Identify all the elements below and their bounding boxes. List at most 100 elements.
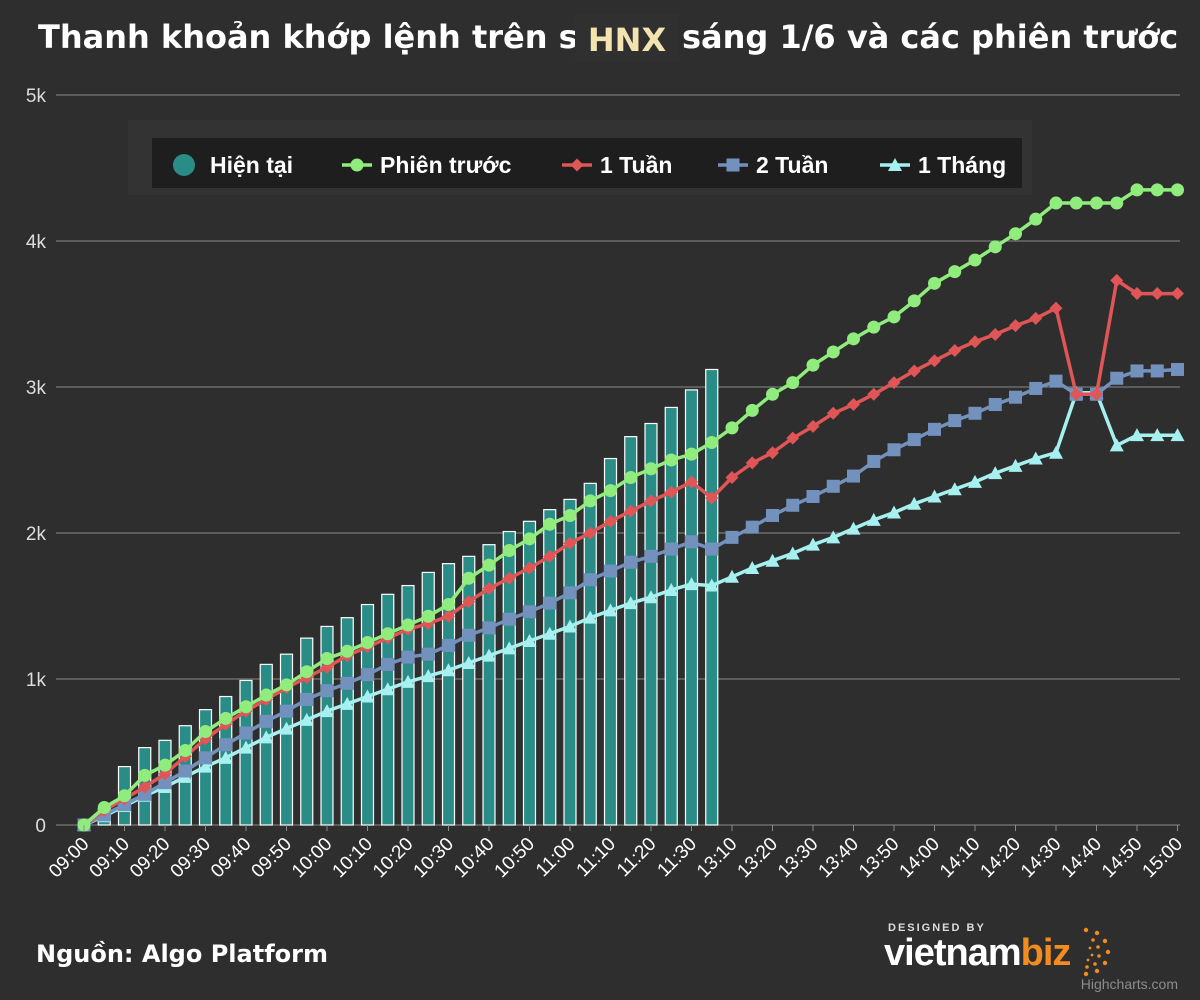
data-point bbox=[583, 573, 597, 587]
data-point bbox=[1090, 196, 1103, 210]
legend-item: 1 Tuần bbox=[562, 152, 672, 178]
data-point bbox=[502, 641, 517, 655]
x-tick-label: 11:30 bbox=[654, 834, 701, 881]
data-point bbox=[704, 578, 719, 592]
x-tick-label: 13:40 bbox=[815, 834, 863, 882]
data-point bbox=[239, 740, 253, 754]
data-point bbox=[1171, 362, 1184, 376]
legend-marker bbox=[570, 158, 584, 172]
data-point bbox=[380, 682, 395, 696]
data-point bbox=[765, 553, 780, 567]
data-point bbox=[523, 532, 536, 546]
data-point bbox=[664, 582, 679, 596]
data-point bbox=[219, 711, 233, 725]
data-point bbox=[563, 536, 577, 550]
data-point bbox=[948, 265, 962, 279]
data-point bbox=[685, 475, 698, 489]
data-point bbox=[725, 421, 739, 435]
data-point bbox=[1130, 364, 1144, 378]
data-point bbox=[442, 598, 455, 612]
bar-hien-tai bbox=[300, 637, 314, 826]
data-point bbox=[664, 453, 678, 467]
data-point bbox=[482, 621, 496, 635]
data-point bbox=[219, 738, 233, 752]
data-point bbox=[947, 482, 962, 496]
line-series-triangle bbox=[77, 385, 1185, 831]
data-point bbox=[867, 387, 881, 401]
data-point bbox=[948, 414, 962, 428]
x-tick-label: 10:40 bbox=[450, 834, 498, 882]
data-point bbox=[259, 714, 273, 728]
data-point bbox=[461, 655, 476, 669]
data-point bbox=[563, 508, 577, 522]
data-point bbox=[421, 647, 435, 661]
x-tick-label: 11:10 bbox=[573, 834, 620, 881]
data-point bbox=[280, 678, 293, 692]
data-point bbox=[745, 403, 759, 417]
data-point bbox=[523, 561, 536, 575]
data-point bbox=[138, 768, 152, 782]
data-point bbox=[907, 496, 922, 510]
bar-hien-tai bbox=[462, 555, 476, 826]
data-point bbox=[705, 435, 719, 449]
data-point bbox=[360, 689, 375, 703]
y-tick-label: 0 bbox=[35, 816, 46, 837]
data-point bbox=[725, 569, 739, 583]
data-point bbox=[1150, 287, 1164, 301]
data-point bbox=[138, 787, 152, 801]
data-point bbox=[766, 387, 779, 401]
data-point bbox=[1049, 374, 1063, 388]
data-point bbox=[806, 537, 820, 551]
legend-item: 2 Tuần bbox=[718, 152, 828, 178]
data-point bbox=[968, 474, 982, 488]
chart-title: Thanh khoản khớp lệnh trên sàn HNX sáng … bbox=[0, 14, 1200, 74]
source-note: Nguồn: Algo Platform bbox=[36, 940, 328, 968]
x-tick-label: 13:30 bbox=[774, 834, 822, 882]
data-point bbox=[948, 344, 962, 357]
data-point bbox=[340, 676, 354, 690]
data-point bbox=[644, 462, 658, 476]
data-point bbox=[401, 650, 415, 664]
data-point bbox=[320, 652, 334, 666]
data-point bbox=[178, 744, 192, 758]
data-point bbox=[583, 494, 597, 508]
title-text-before: Thanh khoản khớp lệnh trên sàn bbox=[38, 18, 623, 56]
title-exchange-highlight: HNX bbox=[575, 14, 679, 62]
data-point bbox=[280, 704, 293, 718]
data-point bbox=[907, 294, 921, 308]
data-point bbox=[1049, 301, 1063, 315]
data-point bbox=[502, 571, 516, 585]
x-tick-label: 14:40 bbox=[1058, 834, 1106, 882]
data-point bbox=[259, 730, 274, 744]
data-point bbox=[907, 364, 921, 378]
y-tick-label: 4k bbox=[26, 232, 47, 253]
line-series-circle bbox=[77, 183, 1184, 832]
data-point bbox=[664, 542, 678, 556]
legend-label: 1 Tháng bbox=[918, 152, 1006, 178]
data-point bbox=[887, 376, 901, 390]
x-tick-label: 10:30 bbox=[410, 834, 458, 882]
data-point bbox=[1008, 458, 1023, 472]
data-point bbox=[786, 431, 800, 445]
data-point bbox=[158, 758, 172, 772]
data-point bbox=[158, 776, 172, 790]
logo-designed-by: DESIGNED BY bbox=[888, 922, 986, 934]
x-tick-label: 10:10 bbox=[329, 834, 377, 882]
data-point bbox=[1171, 183, 1184, 197]
data-point bbox=[482, 558, 496, 572]
data-point bbox=[1171, 287, 1184, 301]
bar-hien-tai bbox=[624, 436, 638, 826]
x-tick-label: 15:00 bbox=[1139, 834, 1187, 882]
data-point bbox=[745, 520, 759, 534]
data-point bbox=[928, 354, 941, 368]
data-point bbox=[624, 471, 638, 485]
data-point bbox=[1029, 381, 1043, 395]
data-point bbox=[766, 446, 779, 460]
bar-hien-tai bbox=[644, 422, 658, 826]
data-point bbox=[1110, 196, 1124, 210]
data-point bbox=[97, 800, 111, 814]
data-point bbox=[604, 484, 617, 498]
data-point bbox=[259, 688, 273, 702]
vietnambiz-dots-icon bbox=[1083, 927, 1111, 977]
data-point bbox=[685, 535, 698, 549]
